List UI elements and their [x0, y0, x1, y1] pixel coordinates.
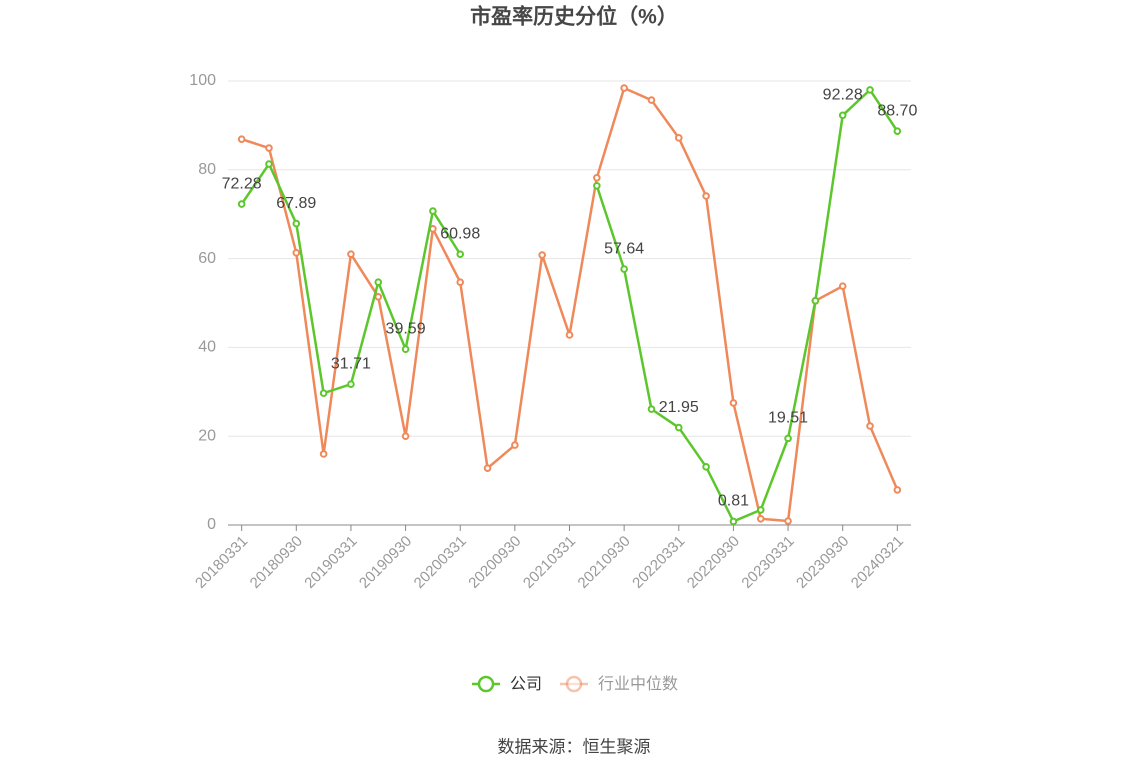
legend-label: 公司	[510, 676, 542, 693]
y-tick-label: 100	[189, 72, 216, 89]
legend-label: 行业中位数	[598, 675, 678, 693]
legend-marker	[477, 675, 495, 693]
data-label: 72.28	[222, 175, 262, 192]
point	[811, 296, 820, 305]
data-label: 0.81	[718, 493, 749, 510]
point	[347, 250, 355, 258]
data-label: 60.98	[440, 225, 480, 242]
data-label: 57.64	[604, 240, 644, 257]
chart-title: 市盈率历史分位（%）	[470, 5, 678, 29]
point	[674, 423, 683, 432]
y-tick-label: 60	[198, 250, 216, 267]
x-tick-label: 20200331	[411, 533, 470, 592]
legend-marker	[565, 675, 583, 693]
data-label: 67.89	[276, 195, 316, 212]
point	[674, 134, 683, 142]
point	[647, 405, 656, 413]
point	[456, 250, 465, 259]
point	[866, 422, 874, 430]
data-label: 21.95	[659, 399, 699, 416]
point	[429, 207, 437, 215]
data-label: 19.51	[768, 410, 808, 427]
point	[784, 517, 792, 525]
point	[893, 127, 902, 135]
x-tick-label: 20200930	[465, 533, 524, 592]
point	[292, 219, 301, 228]
point	[292, 249, 301, 257]
point	[565, 331, 574, 339]
x-tick-label: 20210331	[520, 533, 579, 592]
y-tick-label: 80	[198, 161, 216, 178]
data-label: 31.71	[331, 355, 371, 372]
point	[729, 517, 738, 526]
point	[374, 278, 383, 286]
point	[538, 251, 546, 259]
point	[511, 441, 519, 449]
point	[347, 380, 355, 389]
source: 数据来源：恒生聚源	[498, 737, 651, 756]
x-tick-label: 20180331	[192, 533, 251, 592]
point	[702, 463, 710, 471]
point	[756, 514, 765, 523]
x-tick-label: 20240321	[848, 533, 907, 592]
point	[838, 111, 847, 120]
x-tick-label: 20180930	[247, 533, 306, 592]
x-tick-label: 20230331	[738, 533, 797, 592]
point	[838, 282, 847, 290]
point	[729, 399, 738, 407]
y-tick-label: 20	[198, 427, 216, 444]
x-tick-label: 20210930	[575, 533, 634, 592]
point	[784, 434, 792, 443]
point	[374, 292, 383, 301]
point	[593, 181, 601, 190]
x-tick-label: 20190331	[301, 533, 360, 592]
data-label: 88.70	[877, 102, 917, 119]
point	[319, 389, 328, 397]
point	[866, 86, 874, 94]
x-tick-label: 20220930	[684, 533, 743, 592]
point	[319, 450, 328, 458]
point	[593, 173, 601, 182]
point	[456, 278, 465, 286]
y-tick-label: 0	[207, 516, 216, 533]
point	[265, 160, 273, 168]
point	[620, 265, 628, 273]
point	[702, 192, 710, 200]
y-tick-label: 40	[198, 339, 216, 356]
x-tick-label: 20230930	[793, 533, 852, 592]
point	[401, 432, 410, 441]
point	[237, 200, 246, 208]
point	[265, 144, 273, 152]
x-tick-label: 20220331	[629, 533, 688, 592]
point	[893, 486, 902, 494]
data-label: 39.59	[386, 320, 426, 337]
x-tick-label: 20190930	[356, 533, 415, 592]
point	[237, 135, 246, 143]
data-label: 92.28	[823, 86, 863, 103]
series-line	[595, 87, 899, 524]
point	[401, 345, 410, 354]
point	[647, 96, 656, 104]
point	[483, 464, 492, 472]
point	[620, 84, 628, 92]
series-line	[241, 86, 899, 523]
point	[756, 506, 765, 514]
